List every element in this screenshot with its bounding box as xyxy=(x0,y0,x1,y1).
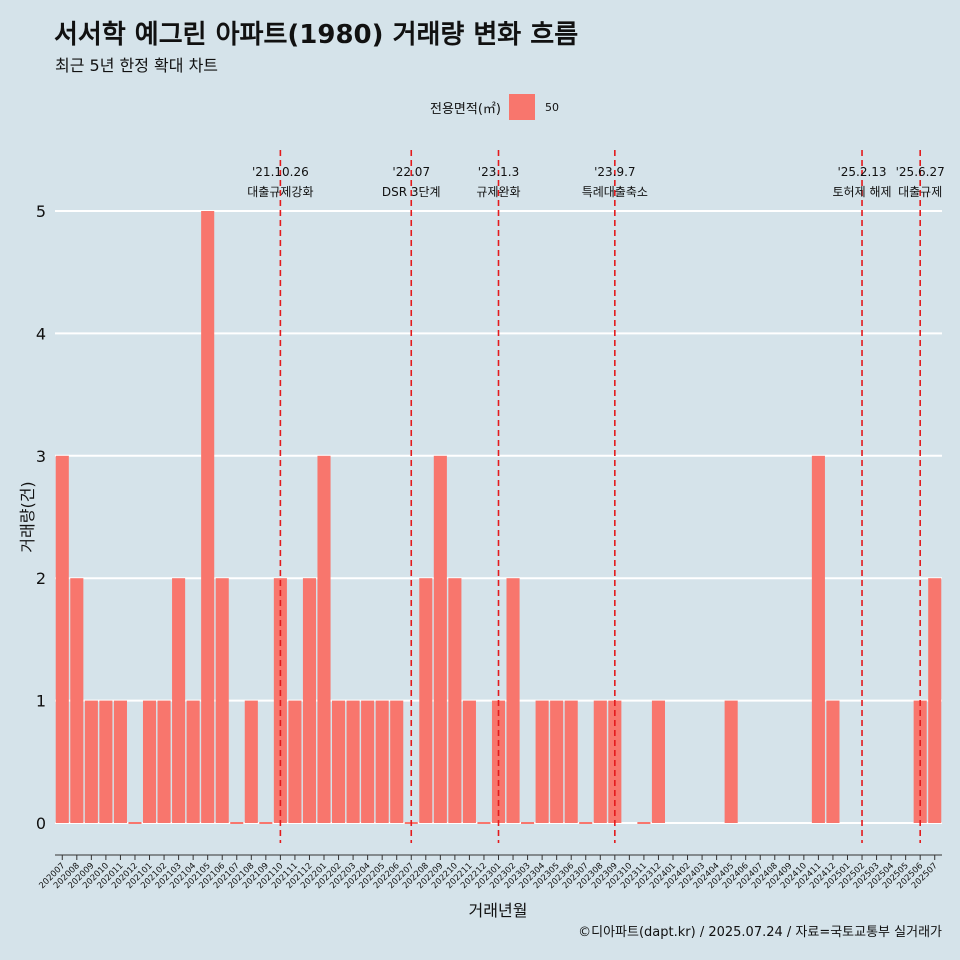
event-date: '23.1.3 xyxy=(478,165,519,179)
bar xyxy=(433,455,447,823)
bar xyxy=(375,700,389,823)
event-label: 대출규제강화 xyxy=(247,185,313,199)
bar xyxy=(157,700,171,823)
bar xyxy=(244,700,258,823)
y-tick-label: 0 xyxy=(36,814,46,833)
bar xyxy=(55,455,69,823)
bar xyxy=(535,700,549,823)
event-date: '23.9.7 xyxy=(594,165,635,179)
bar xyxy=(361,700,375,823)
bar xyxy=(651,700,665,823)
event-date: '25.2.13 xyxy=(837,165,886,179)
event-date: '25.6.27 xyxy=(896,165,945,179)
y-tick-label: 4 xyxy=(36,324,46,343)
bar xyxy=(302,578,317,823)
bar xyxy=(506,578,520,823)
event-label: 대출규제 xyxy=(898,185,942,199)
bar xyxy=(550,700,564,823)
bar xyxy=(462,700,476,823)
x-axis-title: 거래년월 xyxy=(469,901,528,920)
bar xyxy=(317,455,331,823)
bar xyxy=(201,211,215,823)
bar xyxy=(113,700,127,823)
y-tick-label: 1 xyxy=(36,692,46,711)
bar xyxy=(564,700,578,823)
event-label: 토허제 해제 xyxy=(833,185,892,199)
bar xyxy=(142,700,157,823)
bar xyxy=(419,578,433,823)
legend-title: 전용면적(㎡) xyxy=(430,101,501,117)
legend: 전용면적(㎡) 50 xyxy=(430,94,559,120)
bar xyxy=(593,700,607,823)
bar xyxy=(288,700,302,823)
bar xyxy=(448,578,462,823)
bar xyxy=(186,700,200,823)
bar xyxy=(811,455,825,823)
event-label: DSR 3단계 xyxy=(382,185,441,199)
event-date: '22.07 xyxy=(392,165,430,179)
event-date: '21.10.26 xyxy=(252,165,309,179)
bar xyxy=(332,700,346,823)
y-tick-label: 3 xyxy=(36,447,46,466)
y-tick-label: 2 xyxy=(36,569,46,588)
event-label: 특례대출축소 xyxy=(582,185,648,199)
bar xyxy=(99,700,113,823)
bar xyxy=(346,700,360,823)
legend-swatch xyxy=(508,94,535,120)
y-tick-label: 5 xyxy=(36,202,46,221)
bar xyxy=(928,578,942,823)
chart-subtitle: 최근 5년 한정 확대 차트 xyxy=(55,56,219,75)
bar xyxy=(172,578,186,823)
chart-title: 서서학 예그린 아파트(1980) 거래량 변화 흐름 xyxy=(54,20,579,50)
legend-item-label: 50 xyxy=(544,100,559,114)
bar xyxy=(826,700,840,823)
bar xyxy=(215,578,229,823)
bar xyxy=(724,700,738,823)
bar xyxy=(84,700,98,823)
y-axis-title: 거래량(건) xyxy=(18,481,37,552)
bar xyxy=(390,700,404,823)
bar xyxy=(70,578,84,823)
event-label: 규제완화 xyxy=(476,185,520,199)
source-caption: ©디아파트(dapt.kr) / 2025.07.24 / 자료=국토교통부 실… xyxy=(578,925,942,940)
